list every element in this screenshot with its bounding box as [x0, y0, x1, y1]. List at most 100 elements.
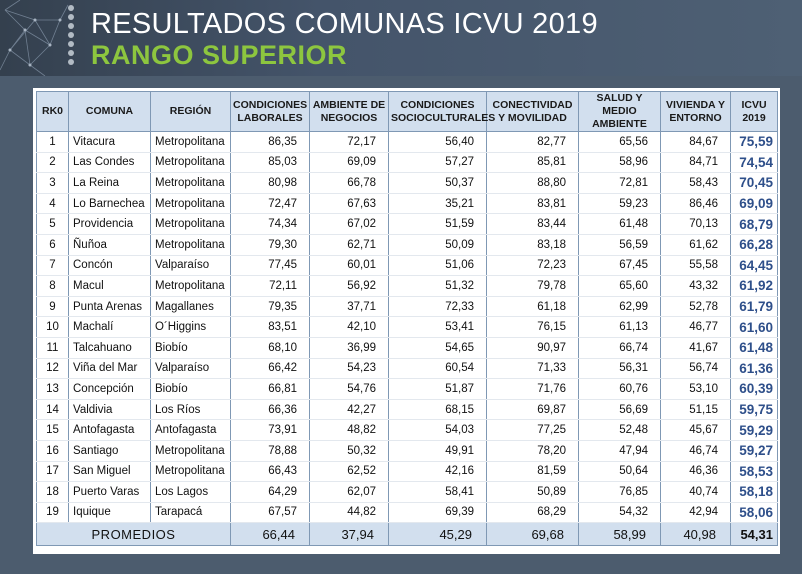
cell-rank: 16	[36, 440, 69, 462]
cell-condiciones-socioculturales: 53,41	[388, 316, 487, 338]
column-header-comuna: COMUNA	[68, 91, 151, 132]
cell-comuna: Macul	[68, 275, 151, 297]
cell-condiciones-socioculturales: 54,65	[388, 337, 487, 359]
table-row: 4 Lo Barnechea Metropolitana 72,47 67,63 35,2…	[36, 193, 778, 215]
cell-conectividad-movilidad: 90,97	[486, 337, 579, 359]
cell-conectividad-movilidad: 71,33	[486, 358, 579, 380]
column-header-vivienda-entorno: VIVIENDA Y ENTORNO	[660, 91, 731, 132]
cell-vivienda-entorno: 43,32	[660, 275, 731, 297]
cell-comuna: Lo Barnechea	[68, 193, 151, 215]
cell-region: Tarapacá	[150, 502, 231, 524]
cell-comuna: Las Condes	[68, 152, 151, 174]
table-row: 3 La Reina Metropolitana 80,98 66,78 50,37 88,…	[36, 172, 778, 194]
cell-ambiente-negocios: 62,52	[309, 461, 389, 483]
cell-condiciones-socioculturales: 56,40	[388, 131, 487, 153]
cell-condiciones-socioculturales: 68,15	[388, 399, 487, 421]
table-row: 14 Valdivia Los Ríos 66,36 42,27 68,15 69,87 56…	[36, 399, 778, 421]
cell-condiciones-laborales: 85,03	[230, 152, 310, 174]
table-row: 18 Puerto Varas Los Lagos 64,29 62,07 58,41 50…	[36, 481, 778, 503]
cell-salud-medio-ambiente: 62,99	[578, 296, 661, 318]
page-subtitle: RANGO SUPERIOR	[91, 40, 348, 70]
cell-salud-medio-ambiente: 54,32	[578, 502, 661, 524]
cell-ambiente-negocios: 36,99	[309, 337, 389, 359]
cell-conectividad-movilidad: 81,59	[486, 461, 579, 483]
cell-condiciones-laborales: 79,35	[230, 296, 310, 318]
cell-icvu-2019: 68,79	[730, 213, 778, 235]
cell-rank: 12	[36, 358, 69, 380]
average-ambiente-negocios: 37,94	[309, 522, 389, 547]
cell-rank: 19	[36, 502, 69, 524]
cell-condiciones-laborales: 66,42	[230, 358, 310, 380]
cell-ambiente-negocios: 66,78	[309, 172, 389, 194]
cell-comuna: Concón	[68, 255, 151, 277]
cell-icvu-2019: 59,75	[730, 399, 778, 421]
cell-salud-medio-ambiente: 50,64	[578, 461, 661, 483]
cell-icvu-2019: 58,06	[730, 502, 778, 524]
cell-condiciones-socioculturales: 51,87	[388, 378, 487, 400]
cell-comuna: Ñuñoa	[68, 234, 151, 256]
cell-vivienda-entorno: 42,94	[660, 502, 731, 524]
table-row: 5 Providencia Metropolitana 74,34 67,02 51,59…	[36, 213, 778, 235]
cell-salud-medio-ambiente: 65,60	[578, 275, 661, 297]
results-table: RK0 COMUNA REGIÓN CONDICIONES LABORALES AMBI…	[36, 91, 778, 547]
cell-vivienda-entorno: 70,13	[660, 213, 731, 235]
table-row: 2 Las Condes Metropolitana 85,03 69,09 57,27 8…	[36, 152, 778, 174]
table-row: 1 Vitacura Metropolitana 86,35 72,17 56,40 82,…	[36, 131, 778, 153]
cell-vivienda-entorno: 51,15	[660, 399, 731, 421]
cell-condiciones-socioculturales: 51,59	[388, 213, 487, 235]
cell-condiciones-laborales: 67,57	[230, 502, 310, 524]
cell-icvu-2019: 69,09	[730, 193, 778, 215]
cell-ambiente-negocios: 60,01	[309, 255, 389, 277]
cell-ambiente-negocios: 67,02	[309, 213, 389, 235]
cell-ambiente-negocios: 56,92	[309, 275, 389, 297]
cell-condiciones-socioculturales: 57,27	[388, 152, 487, 174]
average-condiciones-socioculturales: 45,29	[388, 522, 487, 547]
cell-ambiente-negocios: 54,23	[309, 358, 389, 380]
cell-condiciones-laborales: 68,10	[230, 337, 310, 359]
page-header: RESULTADOS COMUNAS ICVU 2019 RANGO SUPER…	[0, 0, 802, 76]
cell-region: Los Ríos	[150, 399, 231, 421]
cell-vivienda-entorno: 84,71	[660, 152, 731, 174]
column-header-rank: RK0	[36, 91, 69, 132]
cell-salud-medio-ambiente: 61,13	[578, 316, 661, 338]
cell-condiciones-laborales: 73,91	[230, 419, 310, 441]
cell-vivienda-entorno: 46,74	[660, 440, 731, 462]
cell-condiciones-laborales: 66,43	[230, 461, 310, 483]
cell-rank: 7	[36, 255, 69, 277]
cell-comuna: San Miguel	[68, 461, 151, 483]
cell-conectividad-movilidad: 50,89	[486, 481, 579, 503]
cell-condiciones-socioculturales: 60,54	[388, 358, 487, 380]
cell-icvu-2019: 61,92	[730, 275, 778, 297]
cell-conectividad-movilidad: 78,20	[486, 440, 579, 462]
cell-vivienda-entorno: 56,74	[660, 358, 731, 380]
cell-conectividad-movilidad: 83,81	[486, 193, 579, 215]
cell-salud-medio-ambiente: 52,48	[578, 419, 661, 441]
cell-condiciones-laborales: 72,47	[230, 193, 310, 215]
table-row: 9 Punta Arenas Magallanes 79,35 37,71 72,33 61…	[36, 296, 778, 318]
table-row: 13 Concepción Biobío 66,81 54,76 51,87 71,76 60…	[36, 378, 778, 400]
table-row: 11 Talcahuano Biobío 68,10 36,99 54,65 90,97 66…	[36, 337, 778, 359]
average-conectividad-movilidad: 69,68	[486, 522, 579, 547]
cell-vivienda-entorno: 61,62	[660, 234, 731, 256]
column-header-condiciones-laborales: CONDICIONES LABORALES	[230, 91, 310, 132]
cell-condiciones-laborales: 77,45	[230, 255, 310, 277]
cell-conectividad-movilidad: 83,44	[486, 213, 579, 235]
cell-conectividad-movilidad: 79,78	[486, 275, 579, 297]
cell-rank: 3	[36, 172, 69, 194]
bullet-dots-icon	[66, 5, 76, 68]
cell-rank: 2	[36, 152, 69, 174]
cell-rank: 11	[36, 337, 69, 359]
results-panel: RK0 COMUNA REGIÓN CONDICIONES LABORALES AMBI…	[33, 88, 780, 554]
cell-comuna: Antofagasta	[68, 419, 151, 441]
cell-icvu-2019: 61,79	[730, 296, 778, 318]
cell-condiciones-laborales: 74,34	[230, 213, 310, 235]
cell-comuna: Valdivia	[68, 399, 151, 421]
cell-region: Metropolitana	[150, 275, 231, 297]
average-salud-medio-ambiente: 58,99	[578, 522, 661, 547]
cell-comuna: Providencia	[68, 213, 151, 235]
cell-rank: 8	[36, 275, 69, 297]
cell-condiciones-socioculturales: 50,37	[388, 172, 487, 194]
cell-conectividad-movilidad: 77,25	[486, 419, 579, 441]
cell-condiciones-laborales: 80,98	[230, 172, 310, 194]
cell-salud-medio-ambiente: 61,48	[578, 213, 661, 235]
